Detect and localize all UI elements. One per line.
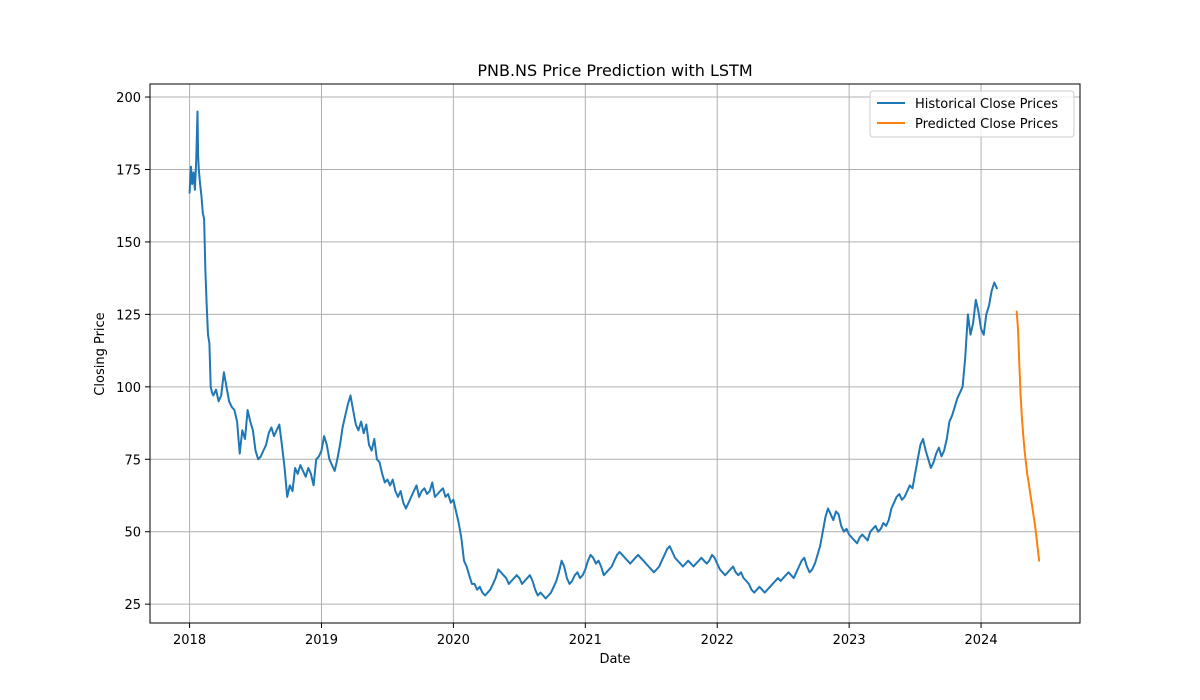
series-line-predicted: [1015, 310, 1041, 562]
y-axis-label: Closing Price: [93, 312, 108, 395]
series-line-historical: [188, 110, 998, 600]
y-tick-label: 125: [116, 308, 141, 323]
chart-title: PNB.NS Price Prediction with LSTM: [477, 61, 752, 80]
legend-box: [869, 90, 1075, 138]
y-tick-label: 150: [116, 236, 141, 251]
y-tick-label: 25: [124, 598, 141, 613]
tick-layer: 2018 2019 2020 2021 2022 2023 2024 25 50 75 100 125…: [116, 91, 997, 648]
x-tick-label: 2020: [437, 633, 470, 648]
x-axis-label: Date: [599, 652, 630, 667]
y-tick-label: 50: [124, 526, 141, 541]
x-tick-label: 2024: [965, 633, 998, 648]
grid-layer: [150, 84, 1080, 623]
legend-label-historical: Historical Close Prices: [915, 97, 1058, 112]
plot-frame: [149, 83, 1081, 624]
x-tick-label: 2023: [833, 633, 866, 648]
legend-label-predicted: Predicted Close Prices: [915, 117, 1058, 132]
y-tick-label: 175: [116, 163, 141, 178]
y-tick-label: 200: [116, 91, 141, 106]
x-tick-label: 2021: [569, 633, 602, 648]
series-layer: [188, 110, 1041, 600]
x-tick-label: 2022: [701, 633, 734, 648]
x-tick-label: 2019: [305, 633, 338, 648]
y-tick-label: 75: [124, 453, 141, 468]
x-tick-label: 2018: [173, 633, 206, 648]
y-tick-label: 100: [116, 381, 141, 396]
legend: Historical Close Prices Predicted Close …: [869, 90, 1075, 138]
